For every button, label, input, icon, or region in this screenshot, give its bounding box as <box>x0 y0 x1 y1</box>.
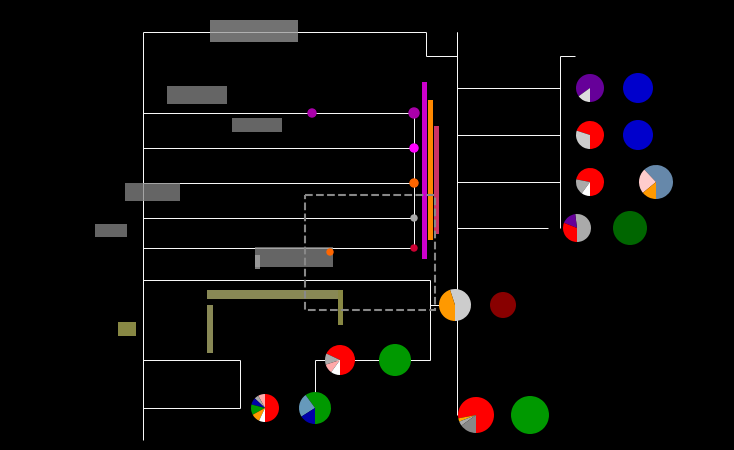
Wedge shape <box>302 408 315 424</box>
Wedge shape <box>459 415 476 426</box>
Wedge shape <box>305 392 331 424</box>
Wedge shape <box>255 396 265 408</box>
Wedge shape <box>578 88 590 102</box>
Wedge shape <box>462 415 476 433</box>
Wedge shape <box>458 397 494 433</box>
Wedge shape <box>639 170 656 193</box>
Wedge shape <box>326 360 340 372</box>
Wedge shape <box>299 395 315 417</box>
Wedge shape <box>331 360 340 375</box>
Circle shape <box>410 144 418 152</box>
Bar <box>428 100 433 240</box>
Circle shape <box>327 249 333 255</box>
Wedge shape <box>644 165 673 199</box>
Bar <box>207 290 339 299</box>
Wedge shape <box>577 121 604 149</box>
Wedge shape <box>259 408 265 422</box>
Bar <box>338 290 343 325</box>
Bar <box>305 195 435 310</box>
Bar <box>207 305 213 353</box>
Circle shape <box>411 215 417 221</box>
Circle shape <box>308 109 316 117</box>
Circle shape <box>410 179 418 187</box>
Wedge shape <box>458 415 476 422</box>
Bar <box>167 86 227 104</box>
Wedge shape <box>643 182 656 199</box>
Wedge shape <box>325 354 340 364</box>
Circle shape <box>409 108 419 118</box>
Wedge shape <box>252 398 265 408</box>
Wedge shape <box>258 394 265 408</box>
Wedge shape <box>575 214 591 242</box>
Wedge shape <box>252 408 265 421</box>
Wedge shape <box>576 180 590 194</box>
Wedge shape <box>450 289 471 321</box>
Wedge shape <box>379 344 411 376</box>
Wedge shape <box>251 405 265 415</box>
Wedge shape <box>576 130 590 149</box>
Wedge shape <box>490 292 516 318</box>
Wedge shape <box>582 182 590 196</box>
Bar <box>434 126 439 234</box>
Bar <box>255 255 260 269</box>
Wedge shape <box>327 345 355 375</box>
Bar <box>118 322 136 336</box>
Circle shape <box>411 245 417 251</box>
Wedge shape <box>564 214 577 228</box>
Wedge shape <box>439 290 455 321</box>
Bar <box>422 82 427 259</box>
Bar <box>232 118 282 132</box>
Bar <box>95 224 127 237</box>
Wedge shape <box>576 74 604 102</box>
Bar <box>255 247 333 267</box>
Wedge shape <box>511 396 549 434</box>
Bar <box>210 20 298 42</box>
Wedge shape <box>623 73 653 103</box>
Wedge shape <box>265 394 279 422</box>
Wedge shape <box>576 168 604 196</box>
Wedge shape <box>613 211 647 245</box>
Wedge shape <box>563 223 577 242</box>
Bar <box>125 183 180 201</box>
Wedge shape <box>623 120 653 150</box>
